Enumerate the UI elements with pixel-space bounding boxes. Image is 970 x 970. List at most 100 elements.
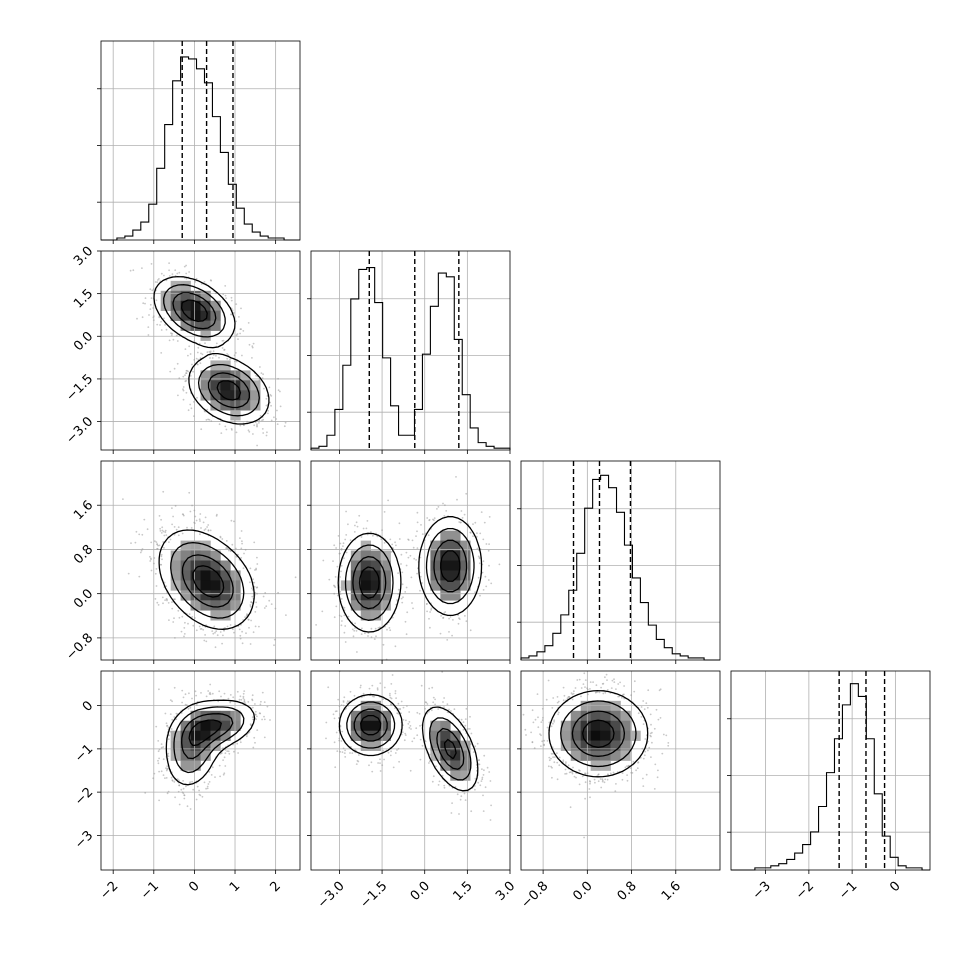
sample-point (178, 803, 181, 806)
sample-point (244, 548, 247, 551)
sample-point (388, 627, 391, 629)
contour-line (571, 710, 626, 757)
sample-point (216, 513, 218, 516)
sample-point (377, 762, 379, 764)
sample-point (200, 527, 202, 529)
sample-point (173, 686, 176, 689)
sample-point (349, 539, 352, 542)
sample-point (182, 792, 185, 795)
sample-point (158, 799, 161, 802)
density-cell (370, 730, 381, 741)
sample-point (164, 531, 167, 534)
density-cell (570, 730, 581, 741)
sample-point (155, 725, 158, 728)
sample-point (334, 576, 337, 578)
sample-point (221, 347, 224, 349)
sample-point (553, 719, 556, 722)
sample-point (405, 633, 408, 636)
sample-point (170, 332, 172, 335)
sample-point (171, 273, 174, 275)
sample-point (653, 788, 656, 790)
sample-point (192, 788, 195, 791)
sample-point (389, 629, 392, 632)
sample-point (478, 562, 481, 565)
sample-point (173, 781, 176, 783)
sample-point (167, 726, 170, 729)
sample-point (172, 621, 175, 623)
sample-point (269, 719, 271, 721)
histogram-panel-1 (310, 250, 511, 451)
joint-panel-0-2 (100, 460, 301, 661)
density-cell (460, 740, 471, 751)
sample-point (159, 324, 161, 326)
sample-point (351, 752, 354, 754)
sample-point (463, 792, 466, 795)
sample-point (184, 621, 186, 624)
density-cell (370, 560, 381, 571)
density-cell (190, 320, 201, 331)
sample-point (151, 289, 154, 292)
tick-label-x: 1.5 (450, 879, 475, 904)
sample-point (613, 681, 616, 683)
sample-point (465, 707, 468, 710)
sample-point (576, 679, 579, 681)
sample-point (214, 631, 216, 634)
sample-point (619, 681, 621, 684)
sample-point (604, 676, 606, 679)
density-cell (160, 290, 171, 302)
sample-point (525, 734, 527, 736)
sample-point (665, 734, 668, 737)
sample-point (228, 752, 231, 755)
sample-point (251, 706, 254, 709)
sample-point (602, 692, 605, 695)
density-cell (200, 330, 211, 341)
sample-point (204, 342, 206, 345)
sample-point (181, 615, 184, 618)
sample-point (174, 505, 177, 507)
sample-point (338, 614, 341, 617)
sample-point (572, 766, 574, 769)
sample-point (157, 759, 159, 762)
sample-point (170, 728, 173, 730)
sample-point (391, 674, 394, 676)
sample-point (630, 771, 633, 774)
sample-point (223, 349, 226, 351)
sample-point (144, 297, 147, 299)
sample-point (256, 586, 259, 589)
sample-point (340, 548, 343, 551)
sample-point (191, 363, 193, 366)
sample-point (210, 420, 213, 422)
sample-point (212, 354, 215, 356)
sample-point (185, 277, 188, 280)
sample-point (610, 687, 613, 689)
density-cell (190, 730, 201, 741)
sample-point (482, 589, 485, 591)
sample-point (569, 806, 572, 809)
sample-point (578, 783, 581, 786)
sample-point (488, 543, 490, 545)
density-cell (180, 760, 191, 771)
density-cell (170, 300, 181, 311)
sample-point (398, 538, 401, 540)
sample-point (457, 622, 460, 625)
sample-point (251, 699, 254, 702)
sample-point (158, 278, 160, 280)
sample-point (242, 697, 245, 699)
sample-point (254, 741, 256, 744)
sample-point (175, 712, 178, 715)
density-cell (440, 760, 451, 771)
sample-point (354, 622, 356, 625)
density-cell (220, 580, 231, 591)
sample-point (644, 738, 647, 740)
sample-point (421, 744, 424, 747)
sample-point (370, 531, 372, 533)
density-cell (620, 710, 631, 722)
tick-label-y: 3.0 (71, 244, 96, 269)
sample-point (196, 363, 199, 366)
density-cell (430, 540, 441, 551)
sample-point (141, 548, 144, 550)
sample-point (412, 546, 415, 549)
sample-point (474, 788, 476, 791)
sample-point (333, 544, 336, 547)
density-cell (620, 730, 631, 741)
